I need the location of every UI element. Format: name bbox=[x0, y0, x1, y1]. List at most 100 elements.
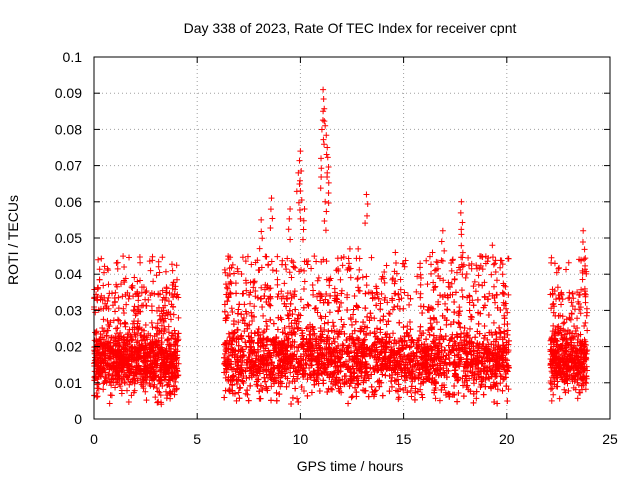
data-point bbox=[273, 389, 280, 396]
data-point bbox=[147, 361, 154, 368]
data-point bbox=[172, 378, 179, 385]
data-point bbox=[340, 321, 347, 328]
data-point bbox=[315, 380, 322, 387]
data-point bbox=[267, 374, 274, 381]
data-point bbox=[99, 356, 106, 363]
data-point bbox=[432, 283, 439, 290]
data-point bbox=[434, 352, 441, 359]
data-point bbox=[338, 290, 345, 297]
data-point bbox=[115, 317, 122, 324]
data-point bbox=[234, 365, 241, 372]
data-point bbox=[152, 352, 159, 359]
data-point bbox=[224, 312, 231, 319]
data-point bbox=[418, 354, 425, 361]
data-point bbox=[233, 397, 240, 404]
data-point bbox=[287, 356, 294, 363]
data-point bbox=[285, 335, 292, 342]
data-point bbox=[463, 329, 470, 336]
data-point bbox=[402, 257, 409, 264]
data-point bbox=[383, 262, 390, 269]
data-point bbox=[496, 368, 503, 375]
data-point bbox=[476, 330, 483, 337]
data-point bbox=[344, 344, 351, 351]
data-point bbox=[125, 398, 132, 405]
data-point bbox=[463, 383, 470, 390]
data-point bbox=[118, 281, 125, 288]
data-point bbox=[363, 282, 370, 289]
data-point bbox=[418, 371, 425, 378]
data-point bbox=[128, 284, 135, 291]
data-point bbox=[367, 364, 374, 371]
data-point bbox=[322, 296, 329, 303]
data-point bbox=[107, 348, 114, 355]
data-point bbox=[94, 385, 101, 392]
data-point bbox=[151, 373, 158, 380]
data-point bbox=[283, 266, 290, 273]
data-point bbox=[247, 289, 254, 296]
data-point bbox=[112, 349, 119, 356]
data-point bbox=[147, 370, 154, 377]
data-point bbox=[120, 253, 127, 260]
data-point bbox=[460, 393, 467, 400]
data-point bbox=[160, 352, 167, 359]
data-point bbox=[253, 372, 260, 379]
data-point bbox=[504, 357, 511, 364]
data-point bbox=[153, 324, 160, 331]
data-point bbox=[115, 335, 122, 342]
data-point bbox=[457, 359, 464, 366]
data-point bbox=[458, 344, 465, 351]
data-point bbox=[348, 316, 355, 323]
data-point bbox=[314, 309, 321, 316]
data-point bbox=[470, 302, 477, 309]
data-point bbox=[408, 339, 415, 346]
data-point bbox=[126, 254, 133, 261]
data-point bbox=[397, 385, 404, 392]
data-point bbox=[362, 387, 369, 394]
data-point bbox=[503, 349, 510, 356]
data-point bbox=[472, 334, 479, 341]
data-point bbox=[437, 332, 444, 339]
data-point bbox=[468, 314, 475, 321]
data-point bbox=[458, 330, 465, 337]
data-point bbox=[162, 302, 169, 309]
data-point bbox=[451, 299, 458, 306]
data-point bbox=[354, 275, 361, 282]
data-point bbox=[401, 263, 408, 270]
data-point bbox=[346, 366, 353, 373]
data-point bbox=[307, 328, 314, 335]
data-point bbox=[478, 381, 485, 388]
data-point bbox=[459, 293, 466, 300]
data-point bbox=[351, 327, 358, 334]
data-point bbox=[438, 343, 445, 350]
data-point bbox=[418, 341, 425, 348]
data-point bbox=[117, 329, 124, 336]
data-point bbox=[480, 335, 487, 342]
data-point bbox=[115, 305, 122, 312]
data-point bbox=[455, 342, 462, 349]
data-point bbox=[164, 350, 171, 357]
data-point bbox=[374, 362, 381, 369]
data-point bbox=[287, 362, 294, 369]
data-point bbox=[326, 282, 333, 289]
data-point bbox=[502, 346, 509, 353]
data-point bbox=[431, 284, 438, 291]
data-point bbox=[451, 352, 458, 359]
data-point bbox=[114, 316, 121, 323]
data-point bbox=[222, 360, 229, 367]
data-point bbox=[228, 377, 235, 384]
data-point bbox=[288, 274, 295, 281]
data-point bbox=[350, 311, 357, 318]
data-point bbox=[427, 343, 434, 350]
data-point bbox=[164, 337, 171, 344]
data-point bbox=[313, 338, 320, 345]
data-point bbox=[284, 290, 291, 297]
data-point bbox=[309, 347, 316, 354]
data-point bbox=[98, 338, 105, 345]
data-point bbox=[431, 315, 438, 322]
data-point bbox=[289, 343, 296, 350]
data-point bbox=[460, 367, 467, 374]
data-point bbox=[379, 392, 386, 399]
data-point bbox=[284, 255, 291, 262]
data-point bbox=[286, 269, 293, 276]
data-point bbox=[252, 293, 259, 300]
